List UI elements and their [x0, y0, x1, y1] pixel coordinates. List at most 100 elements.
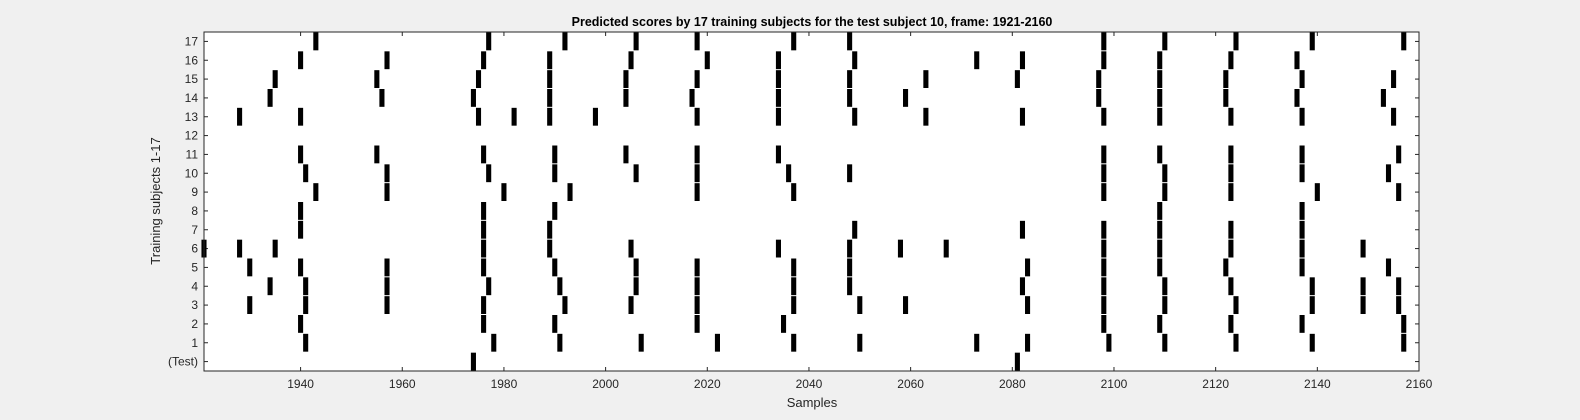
score-mark [475, 107, 482, 126]
score-mark [1157, 315, 1163, 333]
score-mark [303, 277, 309, 296]
score-mark [1360, 277, 1366, 296]
y-tick-label: 12 [185, 129, 199, 143]
score-mark [1157, 70, 1163, 88]
score-mark [1309, 277, 1315, 296]
score-mark [481, 315, 487, 333]
y-tick-label: 10 [185, 166, 199, 180]
y-tick-label: 4 [191, 279, 198, 293]
score-mark [1101, 315, 1107, 333]
score-mark [374, 70, 380, 88]
y-tick-label: 5 [191, 260, 198, 274]
y-tick-label: 16 [185, 53, 199, 67]
score-mark [1101, 183, 1107, 201]
x-tick-labels: 1940 1960 1980 2000 2020 2040 2060 2080 2100 2120… [287, 377, 1432, 391]
score-mark [791, 333, 797, 352]
score-mark [694, 70, 700, 88]
score-mark [384, 183, 390, 201]
score-mark [775, 51, 781, 70]
y-tick-label: 15 [185, 72, 199, 86]
score-mark [272, 70, 278, 88]
score-mark [943, 239, 949, 258]
x-tick-label: 2120 [1202, 377, 1229, 391]
score-mark [481, 239, 487, 258]
score-mark [1309, 333, 1315, 352]
score-mark [1162, 32, 1168, 51]
score-mark [903, 89, 909, 107]
score-mark [1233, 296, 1239, 314]
score-mark [1223, 89, 1229, 107]
score-mark [501, 183, 507, 201]
score-mark [384, 296, 390, 314]
score-mark [491, 333, 497, 352]
score-mark [592, 107, 598, 126]
y-tick-label: 3 [191, 298, 198, 312]
score-mark [1223, 70, 1229, 88]
score-mark [1314, 183, 1320, 201]
score-mark [1019, 220, 1026, 239]
score-mark [1228, 220, 1234, 239]
score-mark [1101, 258, 1107, 277]
score-mark [628, 239, 634, 258]
score-mark [847, 89, 853, 107]
score-mark [547, 220, 553, 239]
y-tick-label: (Test) [168, 355, 198, 369]
x-tick-label: 2000 [592, 377, 619, 391]
score-mark [557, 277, 563, 296]
score-mark [1162, 164, 1168, 183]
score-mark [694, 32, 700, 51]
score-mark [847, 70, 853, 88]
score-mark [267, 89, 273, 107]
score-mark [633, 277, 639, 296]
score-mark [694, 258, 700, 277]
score-mark [384, 164, 390, 183]
score-mark [1309, 296, 1315, 314]
score-mark [1299, 315, 1305, 333]
score-mark [1096, 70, 1102, 88]
score-mark [786, 164, 792, 183]
score-mark [1025, 333, 1031, 352]
score-mark [1299, 145, 1305, 164]
score-mark [694, 145, 700, 164]
x-axis-label: Samples [787, 395, 838, 410]
score-mark [1299, 220, 1305, 239]
score-mark [1101, 277, 1107, 296]
score-mark [1228, 107, 1234, 126]
score-mark [511, 107, 517, 126]
score-mark [852, 51, 858, 70]
score-mark [1223, 258, 1229, 277]
score-mark [384, 51, 390, 70]
x-tick-label: 1960 [389, 377, 416, 391]
score-mark [1228, 145, 1234, 164]
x-tick-label: 1940 [287, 377, 314, 391]
score-mark [1157, 89, 1163, 107]
score-mark [857, 296, 863, 314]
score-mark [1396, 277, 1402, 296]
score-mark [694, 296, 700, 314]
x-tick-label: 1980 [491, 377, 518, 391]
score-mark [384, 277, 390, 296]
score-mark [247, 258, 253, 277]
score-mark [1157, 51, 1163, 70]
score-mark [547, 70, 553, 88]
score-mark [694, 164, 700, 183]
score-mark [1157, 239, 1163, 258]
score-mark [775, 145, 781, 164]
score-mark [1299, 164, 1305, 183]
y-tick-label: 6 [191, 242, 198, 256]
score-mark [775, 70, 781, 88]
score-mark [1401, 32, 1407, 51]
score-mark [562, 296, 568, 314]
score-mark [974, 333, 980, 352]
score-mark [267, 277, 273, 296]
score-mark [552, 164, 558, 183]
score-mark [1391, 107, 1397, 126]
score-mark [633, 32, 639, 51]
score-mark [1101, 220, 1107, 239]
score-mark [1360, 296, 1366, 314]
score-mark [298, 315, 304, 333]
score-mark [1299, 107, 1305, 126]
score-mark [638, 333, 644, 352]
score-mark [1228, 315, 1234, 333]
score-mark [714, 333, 720, 352]
